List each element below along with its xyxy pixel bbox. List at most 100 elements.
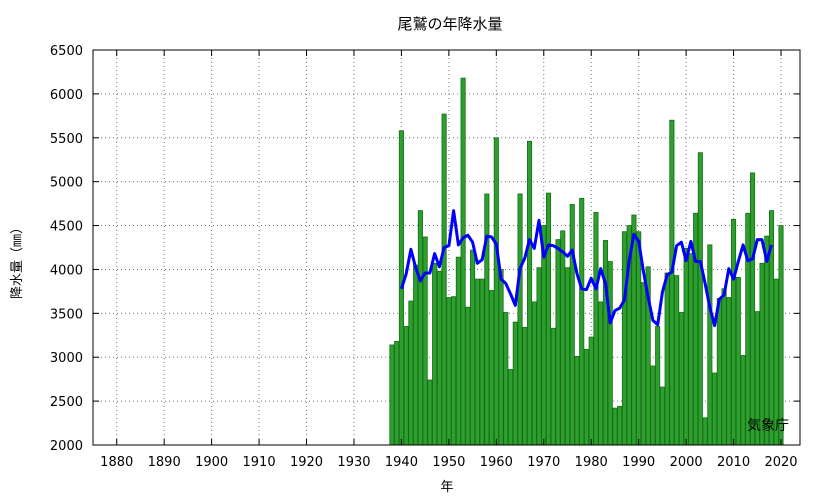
precipitation-bar	[536, 267, 542, 446]
precipitation-bar	[740, 355, 746, 446]
x-tick-label: 1880	[100, 455, 133, 470]
x-tick-label: 1960	[480, 455, 513, 470]
x-tick-label: 1920	[290, 455, 323, 470]
precipitation-bar	[564, 267, 571, 446]
precipitation-bar	[403, 326, 409, 446]
precipitation-bar	[697, 152, 703, 446]
precipitation-bar	[607, 261, 613, 446]
precipitation-bar	[560, 230, 566, 446]
precipitation-bar	[731, 219, 737, 446]
precipitation-bar	[621, 231, 627, 446]
y-tick-label: 5000	[50, 176, 83, 191]
precipitation-bar	[417, 210, 423, 446]
precipitation-bar	[588, 336, 594, 446]
precipitation-bar	[693, 212, 699, 446]
precipitation-bar	[455, 256, 461, 446]
precipitation-bar	[493, 137, 499, 446]
precipitation-bar	[636, 231, 642, 446]
moving-average-line	[399, 209, 773, 328]
precipitation-bar	[598, 301, 604, 446]
precipitation-bar	[413, 264, 419, 446]
x-tick-label: 1990	[622, 455, 655, 470]
precipitation-bar	[474, 278, 480, 446]
precipitation-bar	[721, 288, 727, 446]
plot-frame	[92, 49, 801, 446]
precipitation-bar	[674, 275, 680, 446]
precipitation-bar	[527, 140, 533, 446]
precipitation-bar	[451, 296, 457, 446]
precipitation-bar	[427, 379, 433, 446]
precipitation-bar	[778, 225, 784, 446]
y-tick-label: 6500	[50, 44, 83, 59]
y-tick-label: 4500	[50, 220, 83, 235]
x-tick-label: 1900	[195, 455, 228, 470]
precipitation-bar	[569, 204, 575, 446]
chart-title: 尾鷲の年降水量	[397, 15, 502, 33]
precipitation-bar	[712, 372, 718, 446]
x-tick-label: 1890	[148, 455, 181, 470]
precipitation-bar	[750, 172, 756, 446]
precipitation-bar	[522, 326, 528, 446]
precipitation-bar	[555, 239, 561, 446]
precipitation-bar	[602, 240, 608, 446]
precipitation-bar	[726, 297, 732, 446]
precipitation-bar	[583, 348, 590, 446]
precipitation-bar	[688, 253, 694, 446]
axes: 1880 1890 1900 1910 1920 1930 1940 1950 1960 1970…	[50, 44, 800, 470]
precipitation-bar	[470, 249, 476, 446]
x-tick-label: 1970	[527, 455, 560, 470]
precipitation-bar	[508, 369, 514, 446]
y-tick-label: 5500	[50, 132, 83, 147]
y-tick-label: 2500	[50, 395, 83, 410]
precipitation-bar	[460, 77, 466, 446]
precipitation-bar	[574, 355, 580, 446]
precipitation-bar	[593, 211, 599, 446]
precipitation-bar	[678, 312, 684, 446]
precipitation-bar	[550, 327, 556, 446]
precipitation-bar	[479, 278, 485, 446]
precipitation-bar	[617, 405, 623, 446]
precipitation-bar	[655, 326, 661, 446]
precipitation-bar	[441, 113, 447, 446]
moving-average-series	[399, 209, 773, 328]
bar-series	[389, 77, 784, 446]
y-tick-label: 6000	[50, 88, 83, 103]
precipitation-bar	[489, 290, 495, 446]
precipitation-bar	[436, 270, 442, 446]
precipitation-bar	[503, 312, 509, 446]
y-tick-label: 3000	[50, 351, 83, 366]
x-tick-label: 1980	[575, 455, 608, 470]
precipitation-bar	[432, 262, 438, 446]
precipitation-bar	[389, 344, 395, 446]
precipitation-bar	[512, 321, 518, 446]
x-tick-label: 1930	[337, 455, 370, 470]
precipitation-bar	[465, 306, 471, 446]
x-tick-label: 2010	[717, 455, 750, 470]
x-tick-label: 1940	[385, 455, 418, 470]
precipitation-bar	[579, 197, 585, 446]
precipitation-bar	[669, 119, 675, 446]
precipitation-bar	[446, 297, 452, 446]
precipitation-bar	[745, 212, 751, 446]
precipitation-bar	[702, 417, 708, 446]
x-axis-title: 年	[440, 480, 453, 495]
precipitation-bar	[545, 192, 552, 446]
precipitation-bar	[650, 365, 656, 446]
x-tick-label: 1950	[432, 455, 465, 470]
precipitation-bar	[664, 272, 670, 446]
source-note: 気象庁	[747, 418, 789, 434]
precipitation-bar	[683, 247, 689, 446]
x-tick-label: 2020	[764, 455, 797, 470]
precipitation-bar	[531, 301, 537, 446]
x-tick-label: 2000	[670, 455, 703, 470]
precipitation-bar	[394, 341, 400, 446]
precipitation-bar	[498, 269, 504, 446]
precipitation-bar	[659, 386, 665, 446]
y-tick-label: 4000	[50, 263, 83, 278]
precipitation-bar	[612, 407, 618, 446]
precipitation-bar	[764, 235, 770, 446]
precipitation-bar	[408, 300, 414, 446]
precipitation-bar	[484, 193, 490, 446]
y-tick-label: 3500	[50, 307, 83, 322]
precipitation-bar	[517, 193, 523, 446]
